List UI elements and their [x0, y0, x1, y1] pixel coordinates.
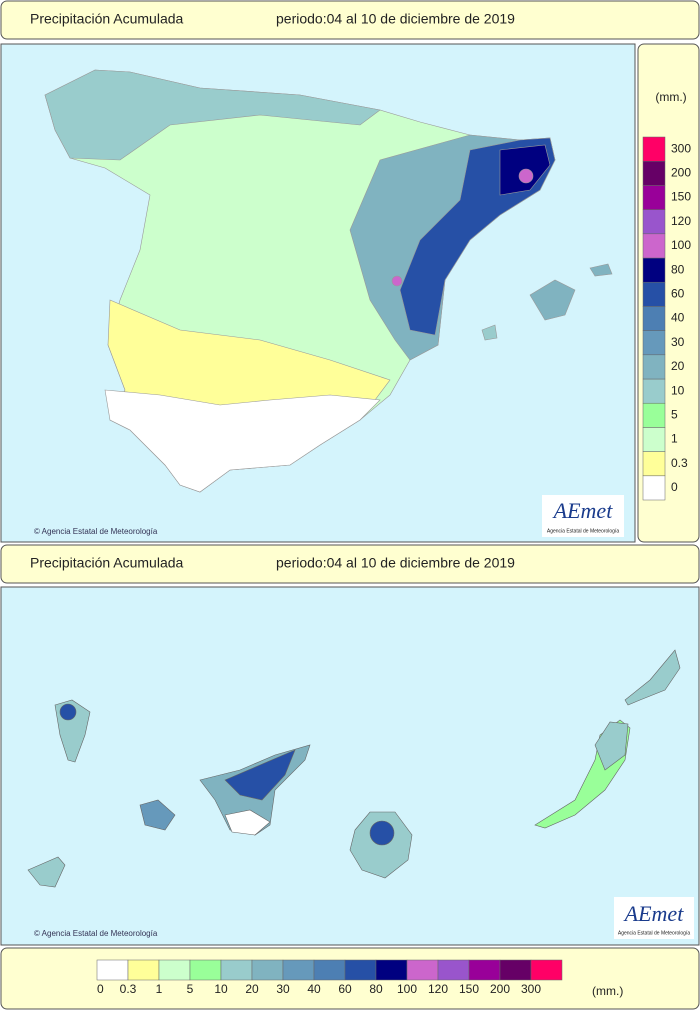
legend-swatch [642, 451, 666, 477]
legend-label: 100 [671, 238, 691, 252]
legend-swatch [642, 233, 666, 259]
legend-unit: (mm.) [592, 984, 623, 998]
legend-label: 1 [156, 982, 163, 996]
legend-label: 300 [521, 982, 541, 996]
logo-name: AEmet [552, 498, 614, 523]
legend-label: 80 [369, 982, 383, 996]
legend-swatch [642, 354, 666, 380]
horizontal-legend: 0 0.3 1 5 10 20 30 40 60 80 100 120 150 200 300 [96, 959, 563, 996]
legend-label: 10 [671, 383, 685, 397]
legend-swatch [642, 330, 666, 356]
legend-swatch [642, 160, 666, 186]
legend-swatch [642, 209, 666, 235]
legend-label: 120 [428, 982, 448, 996]
logo: AEmet Agencia Estatal de Meteorología [542, 495, 624, 537]
logo: AEmet Agencia Estatal de Meteorología [614, 897, 694, 939]
legend-label: 30 [276, 982, 290, 996]
legend-unit: (mm.) [655, 90, 686, 104]
legend-label: 5 [187, 982, 194, 996]
legend-label: 5 [671, 407, 678, 421]
legend-label: 20 [671, 359, 685, 373]
legend-label: 40 [307, 982, 321, 996]
logo-name: AEmet [623, 901, 685, 926]
legend-label: 0.3 [671, 456, 688, 470]
legend-label: 300 [671, 141, 691, 155]
legend-label: 200 [490, 982, 510, 996]
legend-swatch [375, 959, 408, 981]
canary-map [27, 649, 681, 888]
legend-swatch [468, 959, 501, 981]
legend-swatch [406, 959, 439, 981]
legend-label: 40 [671, 311, 685, 325]
legend-label: 20 [245, 982, 259, 996]
legend-label: 30 [671, 335, 685, 349]
legend-swatch [437, 959, 470, 981]
legend-label: 120 [671, 214, 691, 228]
legend-swatch [642, 427, 666, 452]
legend-swatch [282, 959, 315, 981]
legend-label: 0 [97, 982, 104, 996]
legend-swatch [530, 959, 563, 981]
legend-label: 200 [671, 165, 691, 179]
legend-swatch [642, 136, 666, 162]
legend-label: 80 [671, 262, 685, 276]
mainland-map [44, 69, 613, 493]
legend-swatch [189, 959, 222, 981]
legend-swatch [344, 959, 377, 981]
legend-label: 60 [671, 286, 685, 300]
legend-swatch [499, 959, 532, 981]
legend-swatch [158, 959, 191, 981]
map-period: periodo:04 al 10 de diciembre de 2019 [276, 11, 515, 27]
header-bar [0, 0, 700, 40]
legend-swatch [642, 281, 666, 307]
legend-label: 0.3 [120, 982, 137, 996]
legend-swatch [220, 959, 253, 981]
header-bar [0, 544, 700, 584]
legend-label: 60 [338, 982, 352, 996]
legend-label: 1 [671, 432, 678, 446]
map-title: Precipitación Acumulada [30, 11, 184, 27]
legend-swatch [127, 959, 160, 981]
legend-label: 150 [459, 982, 479, 996]
map-title: Precipitación Acumulada [30, 555, 184, 571]
credit: © Agencia Estatal de Meteorología [34, 929, 158, 938]
legend-label: 100 [397, 982, 417, 996]
legend-swatch [96, 959, 129, 981]
legend-label: 150 [671, 190, 691, 204]
map-period: periodo:04 al 10 de diciembre de 2019 [276, 555, 515, 571]
canary-panel [0, 586, 700, 946]
legend-swatch [642, 257, 666, 283]
legend-swatch [642, 306, 666, 331]
credit: © Agencia Estatal de Meteorología [34, 527, 158, 536]
legend-swatch [642, 475, 666, 501]
legend-label: 0 [671, 480, 678, 494]
legend-label: 10 [214, 982, 228, 996]
logo-subtitle: Agencia Estatal de Meteorología [547, 528, 619, 534]
legend-swatch [642, 185, 666, 210]
legend-swatch [642, 378, 666, 404]
legend-swatch [642, 402, 666, 428]
vertical-legend: 0 0.3 1 5 10 20 30 40 60 80 100 120 150 200 300 [642, 136, 691, 501]
legend-swatch [251, 959, 284, 981]
legend-swatch [313, 959, 346, 981]
logo-subtitle: Agencia Estatal de Meteorología [618, 930, 690, 936]
